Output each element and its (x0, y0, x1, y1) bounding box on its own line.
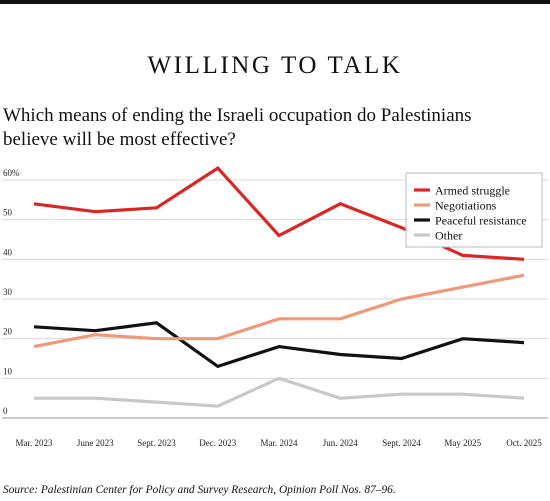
y-tick-label: 40 (3, 247, 13, 257)
legend-label-armed-struggle: Armed struggle (435, 184, 510, 198)
y-tick-label: 60% (3, 168, 20, 178)
legend-label-other: Other (435, 229, 462, 243)
top-rule (0, 0, 550, 4)
series-line-peaceful-resistance (33, 321, 525, 369)
series-line-negotiations (33, 273, 525, 349)
series-line-other (34, 376, 525, 408)
x-tick-label: Dec. 2023 (199, 438, 236, 448)
y-axis-tick-labels: 0 10 20 30 40 50 60% (3, 168, 20, 416)
y-tick-label: 50 (3, 208, 13, 218)
x-tick-label: May 2025 (444, 438, 481, 448)
x-tick-label: June 2023 (77, 438, 114, 448)
x-tick-label: Mar. 2024 (261, 438, 298, 448)
legend-label-peaceful-resistance: Peaceful resistance (435, 214, 527, 228)
x-tick-label: Jun. 2024 (323, 438, 359, 448)
y-tick-label: 0 (3, 406, 8, 416)
x-tick-label: Mar. 2023 (16, 438, 53, 448)
chart-title: WILLING TO TALK (147, 52, 403, 79)
y-tick-label: 10 (3, 366, 13, 376)
y-tick-label: 30 (3, 287, 13, 297)
y-tick-label: 20 (3, 327, 13, 337)
chart-subtitle: Which means of ending the Israeli occupa… (3, 105, 472, 150)
legend-label-negotiations: Negotiations (435, 199, 497, 213)
x-tick-label: Sept. 2023 (137, 438, 176, 448)
x-tick-label: Oct. 2025 (506, 438, 542, 448)
x-axis-tick-labels: Mar. 2023 June 2023 Sept. 2023 Dec. 2023 Mar… (16, 438, 543, 448)
x-tick-label: Sept. 2024 (382, 438, 421, 448)
source-note: Source: Palestinian Center for Policy an… (3, 484, 396, 496)
